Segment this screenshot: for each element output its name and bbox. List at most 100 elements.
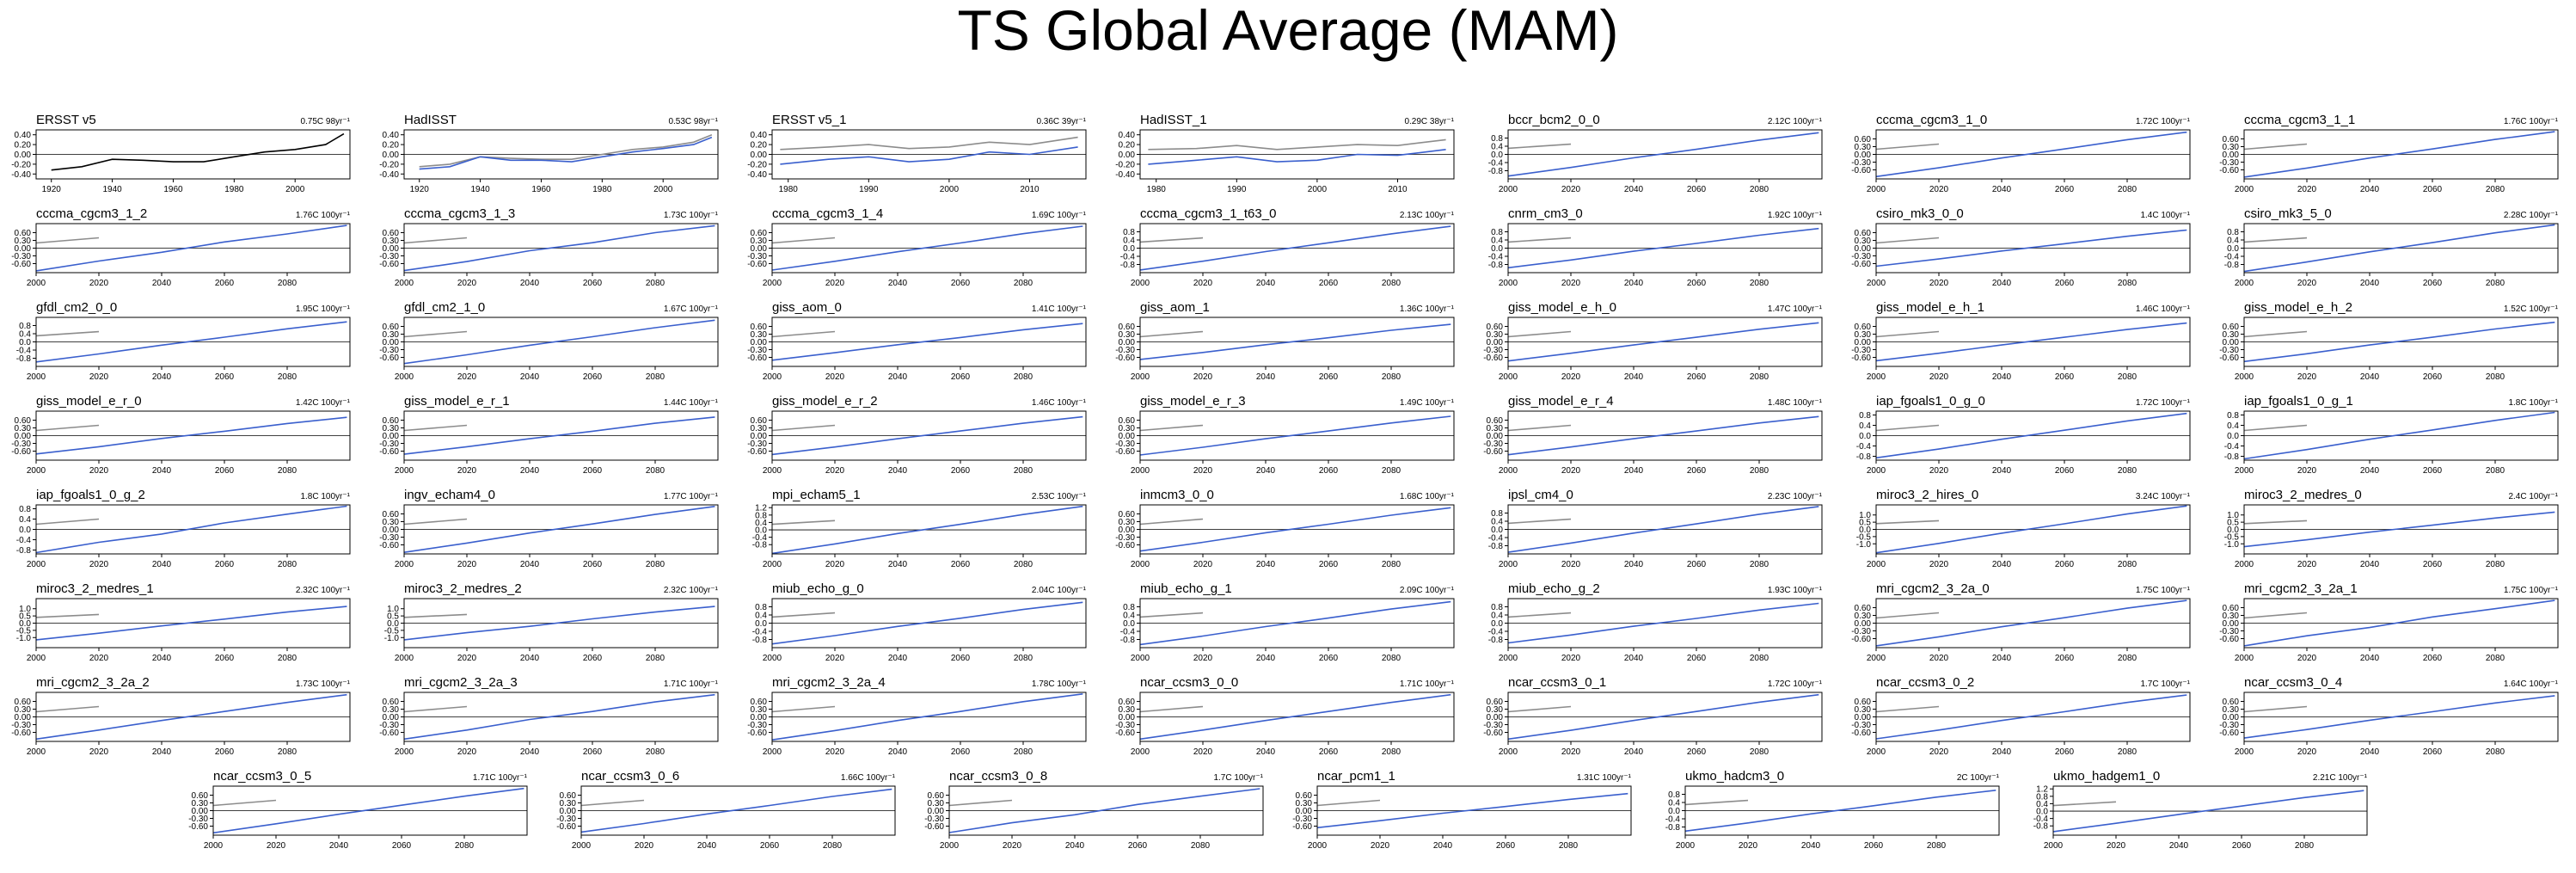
y-tick-label: 0.60 xyxy=(383,229,400,238)
plot-frame xyxy=(1139,692,1455,742)
panel-title: gfdl_cm2_0_0 xyxy=(36,300,117,315)
series-line xyxy=(580,799,645,807)
x-tick-label: 2080 xyxy=(646,560,665,569)
x-tick-label: 2000 xyxy=(1131,466,1150,476)
x-tick-label: 2040 xyxy=(888,372,908,382)
series-line xyxy=(2052,801,2117,807)
y-tick-label: 0.5 xyxy=(19,612,31,622)
series-line xyxy=(1507,322,1819,362)
series-line xyxy=(771,237,836,244)
panel-title: ncar_ccsm3_0_5 xyxy=(213,769,311,784)
y-tick-label: 0.00 xyxy=(2223,619,2240,629)
x-tick-label: 2060 xyxy=(1687,372,1707,382)
panel: iap_fgoals1_0_g_2 1.8C 100yr⁻¹ -0.8-0.40.0… xyxy=(16,488,351,569)
x-tick-label: 2040 xyxy=(1256,372,1276,382)
panel: iap_fgoals1_0_g_1 1.8C 100yr⁻¹ -0.8-0.40.0… xyxy=(2224,394,2559,476)
y-tick-label: 0.30 xyxy=(1119,705,1136,715)
y-tick-label: -0.8 xyxy=(752,541,768,550)
x-tick-label: 2040 xyxy=(888,466,908,476)
panel-title: bccr_bcm2_0_0 xyxy=(1508,113,1600,127)
x-tick-label: 2060 xyxy=(1128,841,1148,851)
panel: ncar_ccsm3_0_5 1.71C 100yr⁻¹ -0.60-0.300.0… xyxy=(188,769,527,851)
y-tick-label: 0.00 xyxy=(383,338,400,347)
x-tick-label: 2020 xyxy=(1929,654,1949,663)
series-line xyxy=(35,705,100,713)
series-line xyxy=(1148,138,1446,151)
y-tick-label: 0.40 xyxy=(15,131,32,140)
x-tick-label: 2000 xyxy=(2235,747,2254,757)
x-tick-label: 2080 xyxy=(2486,279,2505,288)
panel-title: mri_cgcm2_3_2a_4 xyxy=(772,675,886,690)
series-line xyxy=(1507,227,1819,269)
y-tick-label: -0.20 xyxy=(11,160,31,169)
y-tick-label: -0.8 xyxy=(1488,636,1504,645)
y-tick-label: -0.4 xyxy=(2224,442,2240,452)
x-tick-label: 1920 xyxy=(42,185,62,194)
panel-title: mri_cgcm2_3_2a_0 xyxy=(1876,581,1990,596)
panel: inmcm3_0_0 1.68C 100yr⁻¹ -0.60-0.300.000.3… xyxy=(1115,488,1454,569)
y-tick-label: -0.60 xyxy=(1483,729,1503,738)
x-tick-label: 2000 xyxy=(395,372,414,382)
x-tick-label: 2060 xyxy=(951,372,971,382)
trend-label: 1.73C 100yr⁻¹ xyxy=(296,679,351,689)
panel-title: cnrm_cm3_0 xyxy=(1508,206,1583,221)
y-tick-label: -0.4 xyxy=(1120,628,1136,637)
series-line xyxy=(1316,792,1628,829)
y-tick-label: -0.60 xyxy=(379,729,399,738)
x-tick-label: 2020 xyxy=(1003,841,1022,851)
plot-frame xyxy=(1139,129,1455,180)
trend-label: 1.73C 100yr⁻¹ xyxy=(664,211,719,220)
x-tick-label: 2000 xyxy=(204,841,224,851)
x-tick-label: 2060 xyxy=(951,747,971,757)
x-tick-label: 2020 xyxy=(2107,841,2126,851)
panel-title: mri_cgcm2_3_2a_3 xyxy=(404,675,518,690)
x-tick-label: 2080 xyxy=(1382,466,1401,476)
panel-title: ncar_ccsm3_0_1 xyxy=(1508,675,1606,690)
y-tick-label: 0.00 xyxy=(2223,338,2240,347)
y-tick-label: -0.4 xyxy=(2033,815,2049,824)
panel: HadISST 0.53C 98yr⁻¹ -0.40-0.200.000.200.4… xyxy=(379,113,718,194)
series-line xyxy=(1139,330,1204,338)
panel-title: mri_cgcm2_3_2a_1 xyxy=(2244,581,2358,596)
y-tick-label: -0.60 xyxy=(747,447,767,457)
series-line xyxy=(2243,424,2308,432)
y-tick-label: -0.60 xyxy=(379,447,399,457)
x-tick-label: 2040 xyxy=(1256,654,1276,663)
y-tick-label: 0.8 xyxy=(1491,509,1503,519)
y-tick-label: 0.00 xyxy=(1119,432,1136,441)
x-tick-label: 2000 xyxy=(1499,747,1518,757)
trend-label: 1.77C 100yr⁻¹ xyxy=(664,492,719,501)
x-tick-label: 2060 xyxy=(951,466,971,476)
panel: ncar_ccsm3_0_0 1.71C 100yr⁻¹ -0.60-0.300.0… xyxy=(1115,675,1454,757)
y-tick-label: 1.0 xyxy=(1859,511,1871,520)
series-line xyxy=(419,136,713,170)
trend-label: 2.32C 100yr⁻¹ xyxy=(296,586,351,595)
x-tick-label: 1920 xyxy=(410,185,430,194)
y-tick-label: 0.60 xyxy=(2223,604,2240,613)
trend-label: 1.7C 100yr⁻¹ xyxy=(1213,773,1263,783)
x-tick-label: 2060 xyxy=(2055,185,2075,194)
x-tick-label: 2080 xyxy=(2295,841,2315,851)
y-tick-label: 0.60 xyxy=(15,416,32,426)
plot-frame xyxy=(1875,317,2191,367)
y-tick-label: 0.60 xyxy=(15,229,32,238)
x-tick-label: 2020 xyxy=(1193,747,1213,757)
series-line xyxy=(212,787,524,834)
series-line xyxy=(2243,695,2555,739)
series-line xyxy=(403,693,715,741)
panel: ukmo_hadcm3_0 2C 100yr⁻¹ -0.8-0.40.00.40.8… xyxy=(1665,769,2000,851)
x-tick-label: 2020 xyxy=(89,654,109,663)
y-tick-label: -1.0 xyxy=(1856,540,1872,550)
x-tick-label: 2000 xyxy=(763,372,782,382)
y-tick-label: 0.00 xyxy=(2223,151,2240,160)
x-tick-label: 2040 xyxy=(1624,185,1644,194)
y-tick-label: 0.00 xyxy=(383,244,400,254)
y-tick-label: 0.4 xyxy=(2036,800,2048,809)
x-tick-label: 2000 xyxy=(1131,654,1150,663)
panel-title: ukmo_hadgem1_0 xyxy=(2053,769,2160,784)
panel-title: ukmo_hadcm3_0 xyxy=(1685,769,1784,784)
series-line xyxy=(2243,131,2555,178)
x-tick-label: 2020 xyxy=(2297,279,2317,288)
series-line xyxy=(2243,224,2555,273)
x-tick-label: 2040 xyxy=(1992,372,2012,382)
